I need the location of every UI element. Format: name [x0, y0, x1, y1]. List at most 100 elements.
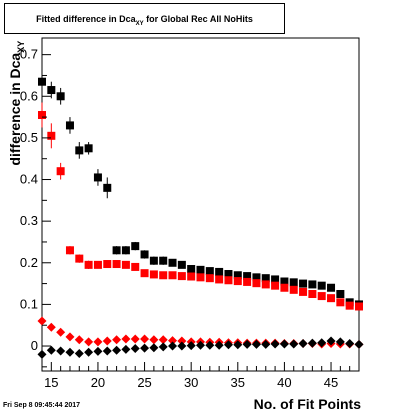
data-point	[196, 265, 205, 274]
chart-title-box: Fitted difference in DcaXY for Global Re…	[4, 3, 285, 34]
x-tick-label: 40	[277, 375, 291, 390]
data-point	[345, 339, 355, 349]
data-point	[223, 340, 233, 350]
chart-title-subscript: XY	[135, 20, 144, 27]
data-point	[327, 283, 336, 292]
data-point	[336, 289, 345, 298]
data-point	[102, 336, 112, 346]
y-tick-label: 0.2	[20, 255, 38, 270]
data-point	[251, 339, 261, 349]
y-axis-label-subscript: XY	[15, 40, 26, 53]
data-point	[177, 272, 186, 281]
data-point	[112, 345, 122, 355]
data-point	[177, 260, 186, 269]
data-point	[177, 336, 187, 346]
data-point	[233, 271, 242, 280]
data-point	[112, 246, 121, 255]
data-point	[56, 92, 65, 101]
data-point	[168, 336, 178, 346]
y-axis-label-main: difference in Dca	[7, 52, 23, 166]
data-point	[280, 283, 289, 292]
data-point	[205, 267, 214, 276]
data-point	[279, 339, 289, 349]
data-point	[158, 335, 168, 345]
data-point	[131, 262, 140, 271]
data-point	[271, 275, 280, 284]
data-point	[327, 294, 336, 303]
y-tick-label: 0.3	[20, 213, 38, 228]
data-point	[299, 287, 308, 296]
data-point	[84, 260, 93, 269]
data-point	[93, 173, 102, 182]
data-point	[121, 246, 130, 255]
data-point	[131, 242, 140, 251]
x-tick-label: 35	[231, 375, 245, 390]
data-point	[112, 335, 122, 345]
y-tick-label: 0	[31, 338, 38, 353]
data-point	[205, 274, 214, 283]
data-point	[345, 301, 354, 310]
data-point	[261, 339, 271, 349]
x-tick-label: 15	[44, 375, 58, 390]
y-tick-label: 0.5	[20, 130, 38, 145]
data-point	[224, 270, 233, 279]
series-3	[37, 336, 364, 359]
data-point	[46, 345, 56, 355]
y-tick-label: 0.7	[20, 47, 38, 62]
series-0	[38, 71, 363, 309]
data-point	[289, 278, 298, 287]
data-point	[65, 121, 74, 130]
x-tick-label: 45	[324, 375, 338, 390]
data-point	[65, 347, 75, 357]
data-point	[317, 338, 327, 348]
data-point	[149, 335, 159, 345]
data-point	[308, 289, 317, 298]
data-point	[37, 349, 47, 359]
data-point	[46, 322, 56, 332]
data-point	[84, 144, 93, 153]
data-point	[159, 271, 168, 280]
data-point	[233, 340, 243, 350]
data-point	[149, 270, 158, 279]
data-point	[354, 339, 364, 349]
data-point	[335, 337, 345, 347]
data-point	[65, 332, 75, 342]
data-point	[93, 346, 103, 356]
data-point	[168, 271, 177, 280]
data-point	[224, 276, 233, 285]
data-point	[93, 260, 102, 269]
data-point	[271, 281, 280, 290]
data-point	[299, 279, 308, 288]
plot-frame	[41, 37, 360, 372]
data-point	[149, 343, 159, 353]
data-point	[37, 316, 47, 326]
y-tick-label: 0.6	[20, 88, 38, 103]
data-point	[38, 111, 46, 120]
y-tick-label: 0.1	[20, 296, 38, 311]
data-point	[186, 341, 196, 351]
data-point	[103, 260, 112, 269]
data-point	[130, 344, 140, 354]
data-point	[140, 269, 149, 278]
data-point	[280, 277, 289, 286]
data-point	[75, 254, 84, 263]
data-point	[102, 346, 112, 356]
data-point	[214, 340, 224, 350]
axis-layer: 15 20 25 30 35 40 45 0 0.1 0.2 0.3 0.4 0.5 0.6 0.7	[20, 47, 360, 390]
data-point	[56, 346, 66, 356]
data-point	[261, 274, 270, 283]
data-point	[252, 279, 261, 288]
data-point	[336, 298, 345, 307]
x-tick-label: 20	[91, 375, 105, 390]
data-point	[56, 327, 66, 337]
data-point	[158, 342, 168, 352]
data-point	[243, 277, 252, 286]
data-point	[326, 336, 336, 346]
data-point	[84, 347, 94, 357]
data-point	[168, 341, 178, 351]
data-point	[317, 281, 326, 290]
data-point	[56, 167, 65, 176]
data-point	[252, 273, 261, 282]
chart-title-main: Fitted difference in Dca	[36, 14, 136, 24]
